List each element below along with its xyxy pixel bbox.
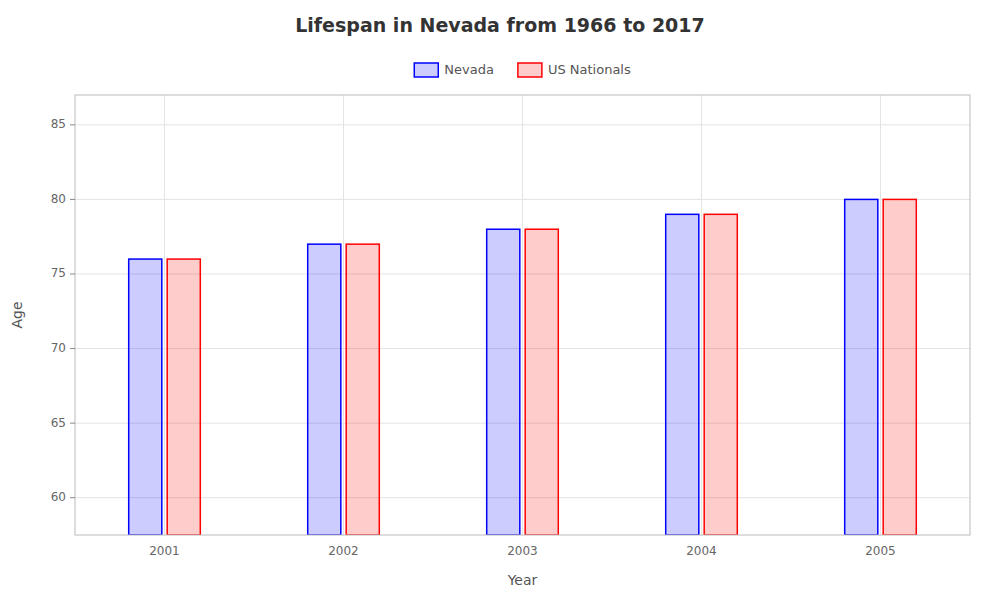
y-tick-label: 70: [51, 341, 66, 355]
bar: [666, 214, 699, 535]
bar: [704, 214, 737, 535]
grid-line-x: [164, 95, 165, 535]
bars: [129, 199, 917, 535]
legend-label: US Nationals: [548, 62, 631, 77]
y-tick-label: 85: [51, 117, 66, 131]
legend-swatch: [414, 63, 438, 77]
bar: [167, 259, 200, 535]
legend: Nevada US Nationals: [414, 62, 631, 78]
bar: [845, 199, 878, 535]
y-tick-label: 65: [51, 416, 66, 430]
bar: [883, 199, 916, 535]
x-tick-label: 2004: [686, 544, 717, 558]
y-axis-label: Age: [9, 301, 25, 328]
axes: 60 65 70 75 80 85 2001 2002 2003 2004 2005: [51, 117, 896, 558]
y-tick-label: 80: [51, 192, 66, 206]
legend-label: Nevada: [444, 62, 494, 77]
x-axis-label: Year: [507, 572, 538, 588]
y-tick: [70, 497, 75, 498]
bar: [308, 244, 341, 535]
y-tick-label: 75: [51, 266, 66, 280]
bar: [525, 229, 558, 535]
y-tick: [70, 348, 75, 349]
bar: [346, 244, 379, 535]
legend-item: US Nationals: [518, 62, 631, 78]
x-tick-label: 2002: [328, 544, 359, 558]
y-tick: [70, 423, 75, 424]
grid-line-x: [880, 95, 881, 535]
x-tick-label: 2003: [507, 544, 538, 558]
grid-line-x: [522, 95, 523, 535]
legend-item: Nevada: [414, 62, 494, 78]
plot-frame: [75, 95, 970, 535]
bar: [487, 229, 520, 535]
x-tick-label: 2005: [865, 544, 896, 558]
bar: [129, 259, 162, 535]
x-tick-label: 2001: [149, 544, 180, 558]
legend-swatch: [518, 63, 542, 77]
grid-line-x: [701, 95, 702, 535]
y-tick: [70, 273, 75, 274]
y-tick: [70, 124, 75, 125]
chart-svg: 60 65 70 75 80 85 2001 2002 2003 2004 2005 Year Age L…: [0, 0, 1000, 600]
y-tick: [70, 199, 75, 200]
y-tick-label: 60: [51, 490, 66, 504]
chart-container: 60 65 70 75 80 85 2001 2002 2003 2004 2005 Year Age L…: [0, 0, 1000, 600]
grid: [75, 95, 970, 535]
grid-line-x: [343, 95, 344, 535]
title: Lifespan in Nevada from 1966 to 2017: [295, 14, 705, 36]
